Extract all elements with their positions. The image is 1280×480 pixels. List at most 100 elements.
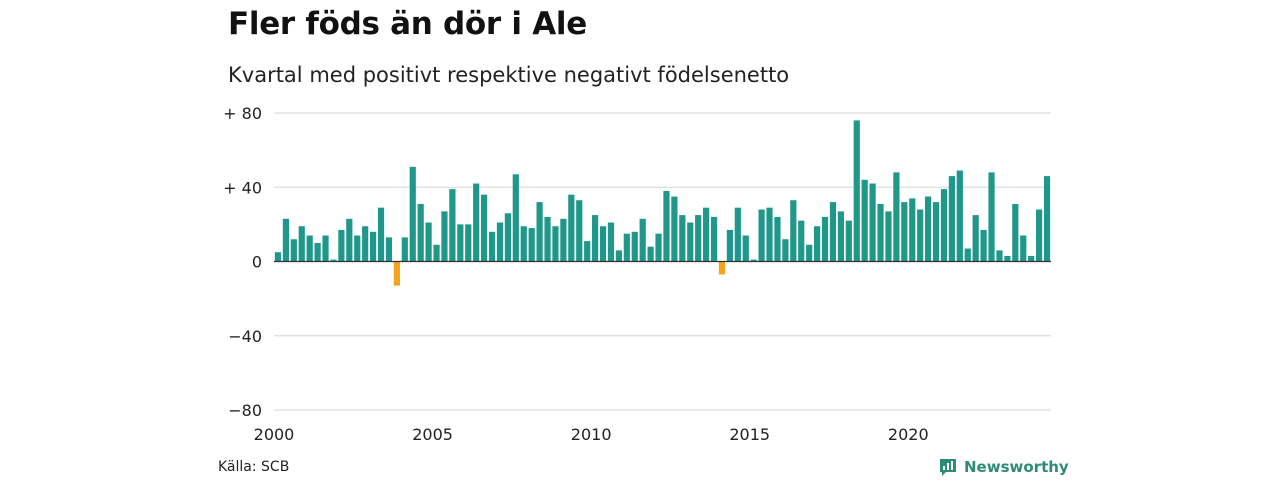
bar (766, 207, 773, 262)
bar (615, 250, 622, 262)
bar (362, 226, 369, 262)
bar (742, 235, 749, 262)
bar (425, 222, 432, 262)
y-tick-label: + 80 (223, 104, 262, 123)
bar (837, 211, 844, 262)
bar (409, 166, 416, 262)
bar (679, 215, 686, 262)
bar (401, 237, 408, 262)
bar (639, 218, 646, 262)
bar (290, 239, 297, 262)
bar (385, 237, 393, 262)
bar (726, 229, 733, 262)
bar (552, 226, 559, 262)
y-tick-label: + 40 (223, 178, 262, 197)
bar (592, 215, 599, 262)
bar (298, 226, 305, 262)
bar (845, 220, 852, 262)
bar (964, 248, 971, 262)
bar (948, 176, 955, 262)
bar (274, 252, 282, 262)
bar (932, 202, 940, 262)
bar (956, 170, 963, 262)
bar (354, 235, 361, 262)
bar (623, 233, 630, 262)
bar (774, 216, 781, 262)
bar (1043, 176, 1051, 262)
bar (544, 216, 551, 262)
bar (346, 218, 353, 262)
bar (449, 189, 456, 262)
bar (687, 222, 694, 262)
bar (473, 183, 480, 262)
bar (599, 226, 607, 262)
bar (512, 174, 519, 262)
bar (607, 222, 615, 262)
bar (734, 207, 741, 262)
bar (1036, 209, 1043, 262)
bar (631, 231, 638, 262)
bar (821, 216, 829, 262)
bar (790, 200, 797, 262)
bar (877, 203, 884, 262)
bar (393, 261, 400, 286)
bar (703, 207, 710, 262)
bar (433, 244, 440, 262)
bar (322, 235, 329, 262)
bar (314, 242, 321, 262)
bar (853, 120, 860, 262)
bar (663, 190, 670, 262)
bar (798, 220, 805, 262)
bar (893, 172, 900, 262)
x-tick-label: 2020 (888, 425, 929, 444)
bar (861, 179, 868, 262)
bar (457, 224, 464, 262)
x-tick-label: 2005 (412, 425, 453, 444)
bar (488, 231, 496, 262)
y-tick-label: 0 (252, 253, 262, 272)
x-tick-label: 2010 (571, 425, 612, 444)
bar (647, 246, 654, 262)
bar (568, 194, 575, 262)
bar (330, 259, 337, 262)
bar (338, 229, 345, 262)
y-tick-label: −40 (228, 327, 262, 346)
bar (695, 215, 702, 262)
bar (1020, 235, 1027, 262)
bar (560, 218, 567, 262)
bar (370, 231, 377, 262)
bar (972, 215, 979, 262)
bar (1004, 255, 1011, 262)
bar (536, 202, 543, 262)
bar (901, 202, 908, 262)
brand-logo: Newsworthy (938, 456, 1069, 478)
bar (441, 211, 448, 262)
chart-title: Fler föds än dör i Ale (228, 6, 587, 42)
chart-subtitle: Kvartal med positivt respektive negativt… (228, 63, 790, 87)
bar (782, 239, 789, 262)
bar (718, 261, 726, 275)
bar (377, 207, 385, 262)
bar (909, 198, 916, 262)
bar (496, 222, 504, 262)
bar (885, 211, 892, 262)
y-tick-label: −80 (228, 401, 262, 420)
bar (306, 235, 313, 262)
bar (750, 259, 757, 262)
bar (940, 189, 948, 262)
bar (481, 194, 488, 262)
bar (917, 209, 924, 262)
bar (655, 233, 662, 262)
bar (504, 213, 511, 262)
bar (988, 172, 995, 262)
bar (671, 196, 678, 262)
bar (710, 216, 718, 262)
bar (282, 218, 289, 262)
bar (806, 244, 813, 262)
bar (996, 250, 1003, 262)
bar (758, 209, 765, 262)
bar (1028, 255, 1035, 262)
x-tick-label: 2000 (254, 425, 295, 444)
bar (980, 229, 987, 262)
newsworthy-logo-icon (940, 459, 956, 476)
